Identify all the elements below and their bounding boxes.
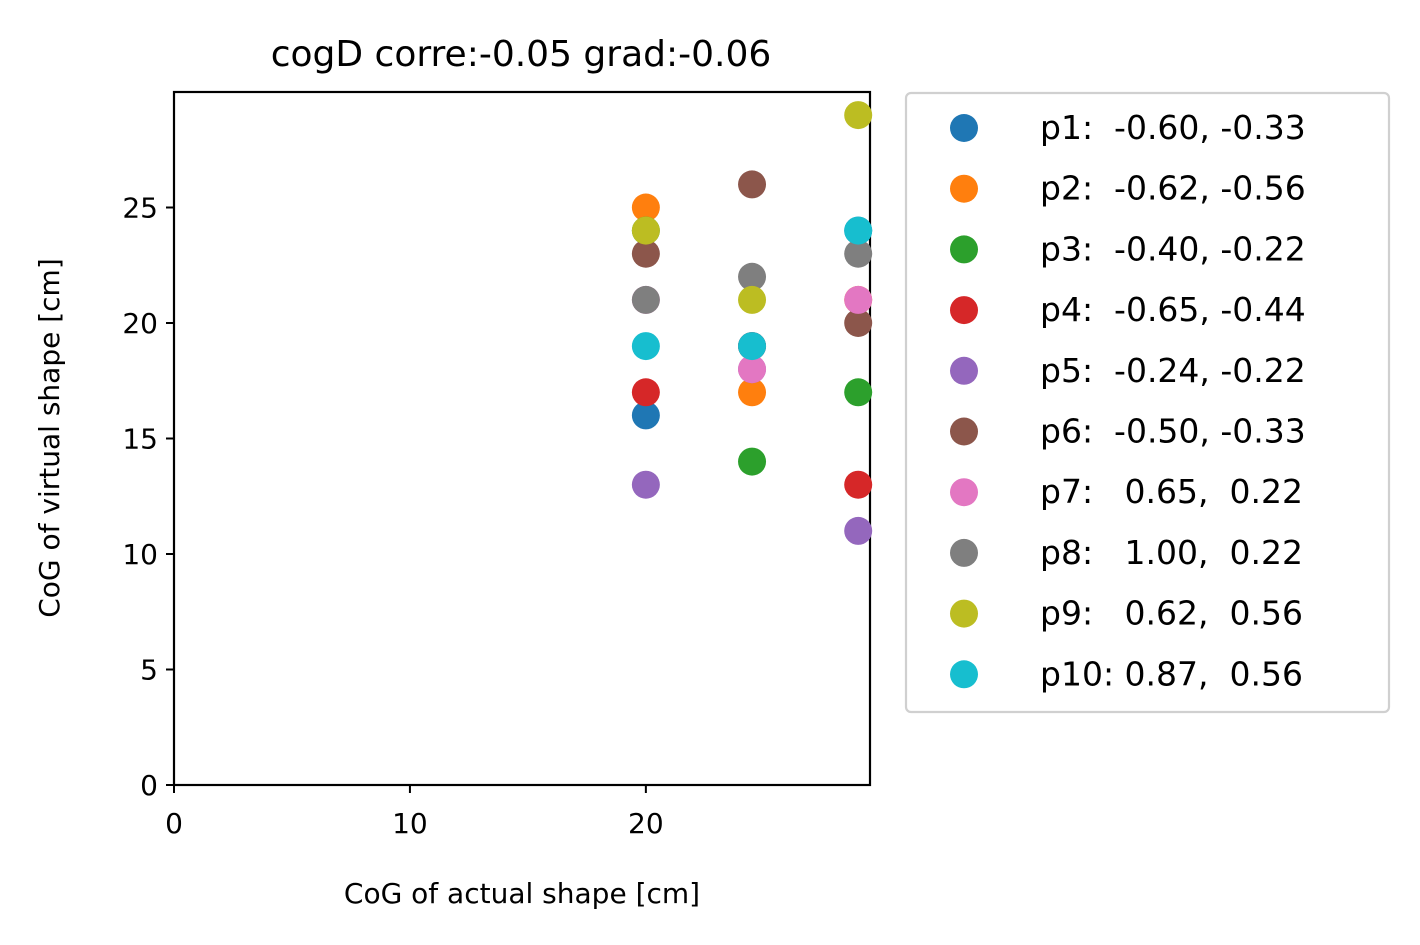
x-tick-label: 0	[165, 807, 183, 840]
legend-label-p8: p8: 1.00, 0.22	[1040, 533, 1303, 572]
data-point-p2	[631, 193, 660, 222]
y-tick-label: 0	[140, 769, 158, 802]
data-point-p10	[631, 332, 660, 361]
plot-area: 0 10 20 0 5 10 15 20 25	[122, 90, 873, 840]
legend-marker-p3	[950, 235, 978, 264]
legend-label-p4: p4: -0.65, -0.44	[1040, 290, 1306, 329]
y-tick-label: 15	[122, 423, 158, 456]
y-tick-label: 25	[122, 192, 158, 225]
data-point-p9	[631, 216, 660, 245]
legend-marker-p1	[950, 114, 978, 142]
x-tick-label: 20	[628, 807, 664, 840]
data-point-p8	[844, 239, 873, 268]
legend-marker-p7	[950, 478, 978, 507]
y-tick-label: 20	[122, 307, 158, 340]
data-points	[631, 101, 873, 545]
legend-box	[904, 91, 1391, 714]
legend-marker-p6	[950, 417, 978, 446]
data-point-p9	[844, 101, 873, 130]
legend-marker-p9	[950, 599, 978, 628]
x-tick-label: 10	[392, 807, 428, 840]
data-point-p6	[738, 170, 767, 199]
legend-marker-p8	[950, 538, 978, 567]
data-point-p4	[844, 470, 873, 499]
legend-marker-p10	[950, 660, 978, 689]
data-point-p1	[631, 401, 660, 430]
data-point-p6	[844, 309, 873, 337]
x-axis-label: CoG of actual shape [cm]	[344, 877, 700, 910]
data-point-p7	[738, 355, 767, 384]
y-tick-label: 10	[122, 538, 158, 571]
data-point-p10	[844, 216, 873, 245]
y-axis-ticks: 0 5 10 15 20 25	[122, 192, 174, 802]
x-axis-ticks: 0 10 20	[165, 785, 664, 840]
data-point-p7	[844, 285, 873, 314]
y-axis-label: CoG of virtual shape [cm]	[33, 258, 66, 618]
legend-label-p1: p1: -0.60, -0.33	[1040, 108, 1306, 147]
plot-frame	[172, 90, 872, 787]
data-point-p10	[738, 332, 767, 361]
legend-items: p1: -0.60, -0.33 p2: -0.62, -0.56 p3: -0.4…	[950, 108, 1306, 693]
y-tick-label: 5	[140, 654, 158, 687]
legend-label-p10: p10: 0.87, 0.56	[1040, 654, 1303, 693]
data-point-p2	[738, 378, 767, 407]
legend-marker-p5	[950, 356, 978, 385]
data-point-p6	[631, 239, 660, 268]
data-point-p5	[631, 470, 660, 499]
data-point-p8	[631, 285, 660, 314]
data-point-p4	[631, 378, 660, 407]
data-point-p9	[738, 285, 767, 314]
legend-label-p7: p7: 0.65, 0.22	[1040, 472, 1303, 511]
legend-marker-p4	[950, 296, 978, 325]
legend: p1: -0.60, -0.33 p2: -0.62, -0.56 p3: -0.4…	[904, 91, 1391, 714]
data-point-p3	[738, 447, 767, 476]
data-point-p5	[844, 516, 873, 545]
legend-label-p2: p2: -0.62, -0.56	[1040, 169, 1306, 208]
data-point-p8	[738, 262, 767, 291]
legend-label-p3: p3: -0.40, -0.22	[1040, 229, 1306, 268]
legend-marker-p2	[950, 174, 978, 203]
data-point-p3	[844, 378, 873, 407]
legend-label-p6: p6: -0.50, -0.33	[1040, 412, 1306, 451]
legend-label-p5: p5: -0.24, -0.22	[1040, 351, 1306, 390]
chart-title: cogD corre:-0.05 grad:-0.06	[271, 34, 772, 75]
legend-label-p9: p9: 0.62, 0.56	[1040, 594, 1303, 633]
